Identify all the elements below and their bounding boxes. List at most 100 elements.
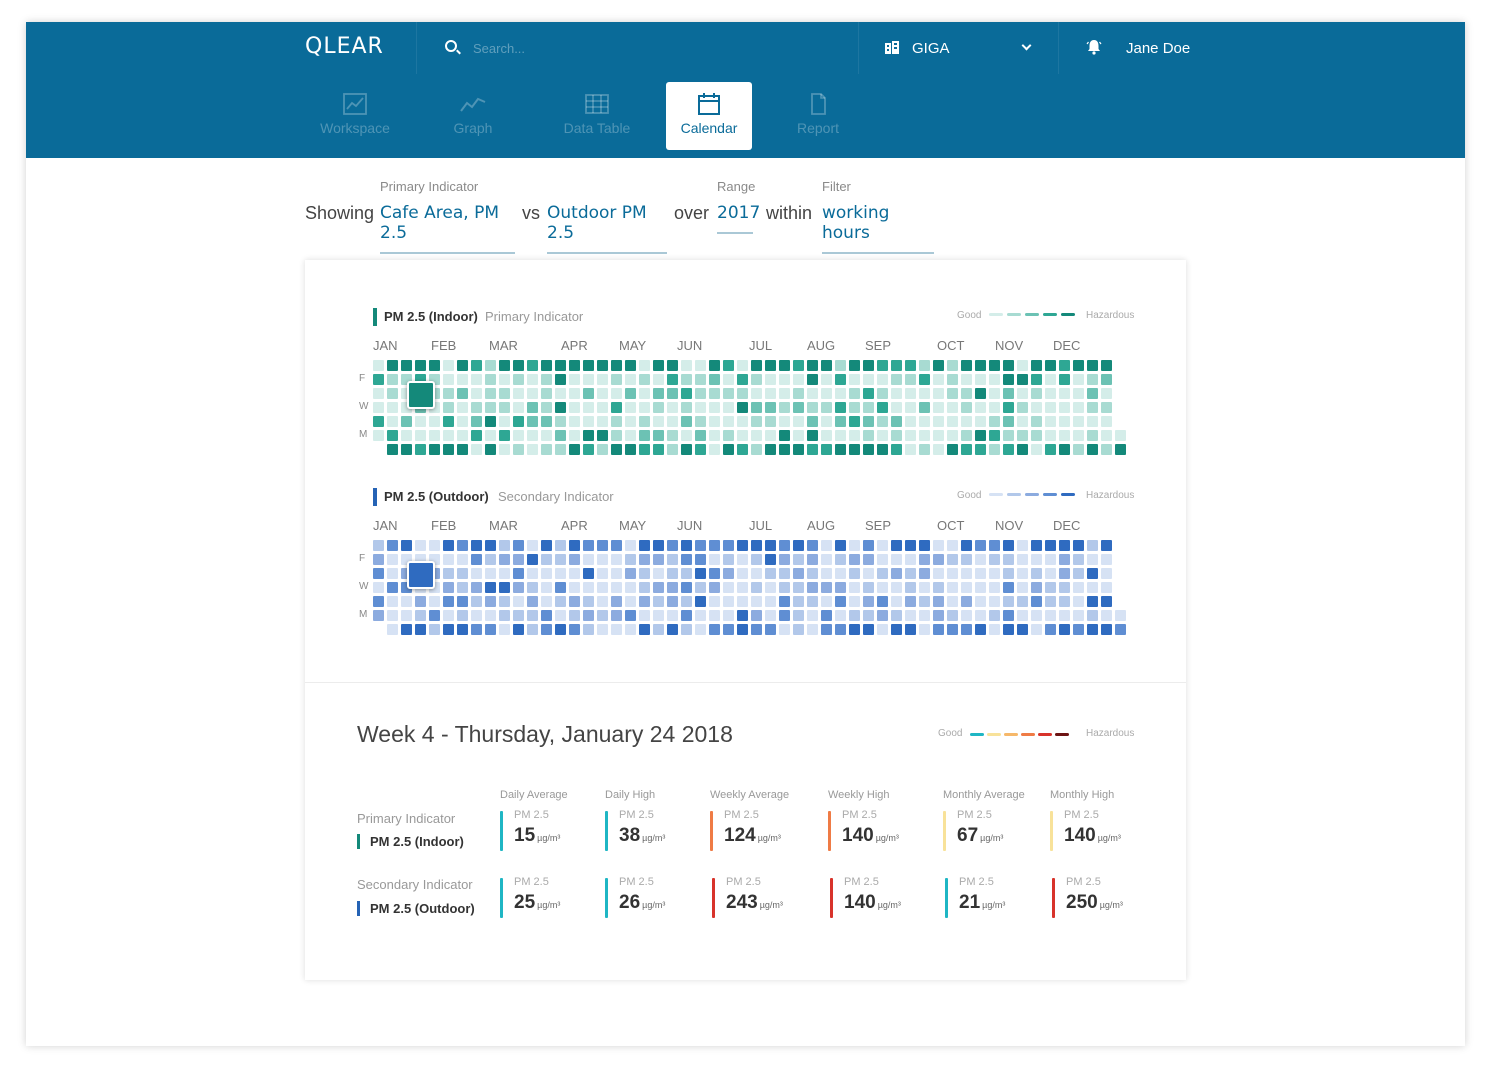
day-cell[interactable] (961, 360, 972, 371)
day-cell[interactable] (751, 388, 762, 399)
day-cell[interactable] (527, 596, 538, 607)
day-cell[interactable] (877, 582, 888, 593)
secondary-indicator-select[interactable]: Outdoor PM 2.5 (547, 203, 667, 254)
day-cell[interactable] (1101, 596, 1112, 607)
day-cell[interactable] (989, 540, 1000, 551)
day-cell[interactable] (723, 596, 734, 607)
day-cell[interactable] (863, 582, 874, 593)
day-cell[interactable] (569, 582, 580, 593)
day-cell[interactable] (807, 568, 818, 579)
day-cell[interactable] (947, 374, 958, 385)
day-cell[interactable] (597, 610, 608, 621)
day-cell[interactable] (933, 568, 944, 579)
day-cell[interactable] (891, 388, 902, 399)
day-cell[interactable] (597, 388, 608, 399)
day-cell[interactable] (933, 388, 944, 399)
day-cell[interactable] (401, 610, 412, 621)
day-cell[interactable] (541, 568, 552, 579)
day-cell[interactable] (387, 568, 398, 579)
day-cell[interactable] (1031, 540, 1042, 551)
day-cell[interactable] (1031, 596, 1042, 607)
day-cell[interactable] (695, 568, 706, 579)
day-cell[interactable] (961, 568, 972, 579)
day-cell[interactable] (975, 402, 986, 413)
day-cell[interactable] (527, 568, 538, 579)
day-cell[interactable] (1003, 540, 1014, 551)
day-cell[interactable] (541, 540, 552, 551)
day-cell[interactable] (947, 624, 958, 635)
day-cell[interactable] (639, 360, 650, 371)
day-cell[interactable] (877, 596, 888, 607)
day-cell[interactable] (429, 540, 440, 551)
day-cell[interactable] (555, 360, 566, 371)
day-cell[interactable] (415, 624, 426, 635)
day-cell[interactable] (611, 582, 622, 593)
day-cell[interactable] (835, 444, 846, 455)
day-cell[interactable] (373, 430, 384, 441)
day-cell[interactable] (541, 374, 552, 385)
day-cell[interactable] (625, 596, 636, 607)
day-cell[interactable] (1017, 388, 1028, 399)
day-cell[interactable] (821, 610, 832, 621)
day-cell[interactable] (765, 416, 776, 427)
day-cell[interactable] (933, 554, 944, 565)
day-cell[interactable] (555, 444, 566, 455)
day-cell[interactable] (779, 596, 790, 607)
day-cell[interactable] (569, 568, 580, 579)
day-cell[interactable] (499, 388, 510, 399)
day-cell[interactable] (779, 402, 790, 413)
day-cell[interactable] (919, 568, 930, 579)
day-cell[interactable] (1059, 596, 1070, 607)
day-cell[interactable] (415, 430, 426, 441)
day-cell[interactable] (415, 444, 426, 455)
day-cell[interactable] (1017, 416, 1028, 427)
day-cell[interactable] (499, 610, 510, 621)
day-cell[interactable] (723, 582, 734, 593)
day-cell[interactable] (807, 582, 818, 593)
day-cell[interactable] (401, 402, 412, 413)
day-cell[interactable] (653, 402, 664, 413)
day-cell[interactable] (513, 388, 524, 399)
day-cell[interactable] (1017, 360, 1028, 371)
day-cell[interactable] (667, 360, 678, 371)
day-cell[interactable] (639, 568, 650, 579)
day-cell[interactable] (723, 374, 734, 385)
day-cell[interactable] (779, 416, 790, 427)
day-cell[interactable] (569, 374, 580, 385)
day-cell[interactable] (1017, 374, 1028, 385)
day-cell[interactable] (1003, 388, 1014, 399)
day-cell[interactable] (513, 402, 524, 413)
day-cell[interactable] (723, 610, 734, 621)
day-cell[interactable] (513, 374, 524, 385)
day-cell[interactable] (1017, 582, 1028, 593)
day-cell[interactable] (989, 554, 1000, 565)
day-cell[interactable] (667, 444, 678, 455)
day-cell[interactable] (415, 374, 426, 385)
day-cell[interactable] (947, 582, 958, 593)
day-cell[interactable] (541, 624, 552, 635)
day-cell[interactable] (625, 416, 636, 427)
day-cell[interactable] (597, 582, 608, 593)
day-cell[interactable] (1017, 430, 1028, 441)
day-cell[interactable] (1017, 568, 1028, 579)
day-cell[interactable] (1073, 402, 1084, 413)
day-cell[interactable] (1073, 624, 1084, 635)
day-cell[interactable] (471, 554, 482, 565)
day-cell[interactable] (989, 624, 1000, 635)
day-cell[interactable] (891, 416, 902, 427)
day-cell[interactable] (1017, 554, 1028, 565)
day-cell[interactable] (443, 430, 454, 441)
day-cell[interactable] (667, 568, 678, 579)
day-cell[interactable] (485, 360, 496, 371)
day-cell[interactable] (611, 402, 622, 413)
day-cell[interactable] (471, 610, 482, 621)
day-cell[interactable] (1045, 388, 1056, 399)
day-cell[interactable] (1003, 610, 1014, 621)
day-cell[interactable] (807, 402, 818, 413)
day-cell[interactable] (793, 360, 804, 371)
day-cell[interactable] (863, 624, 874, 635)
day-cell[interactable] (863, 430, 874, 441)
day-cell[interactable] (541, 360, 552, 371)
day-cell[interactable] (429, 374, 440, 385)
selected-day-cell[interactable] (407, 561, 435, 589)
